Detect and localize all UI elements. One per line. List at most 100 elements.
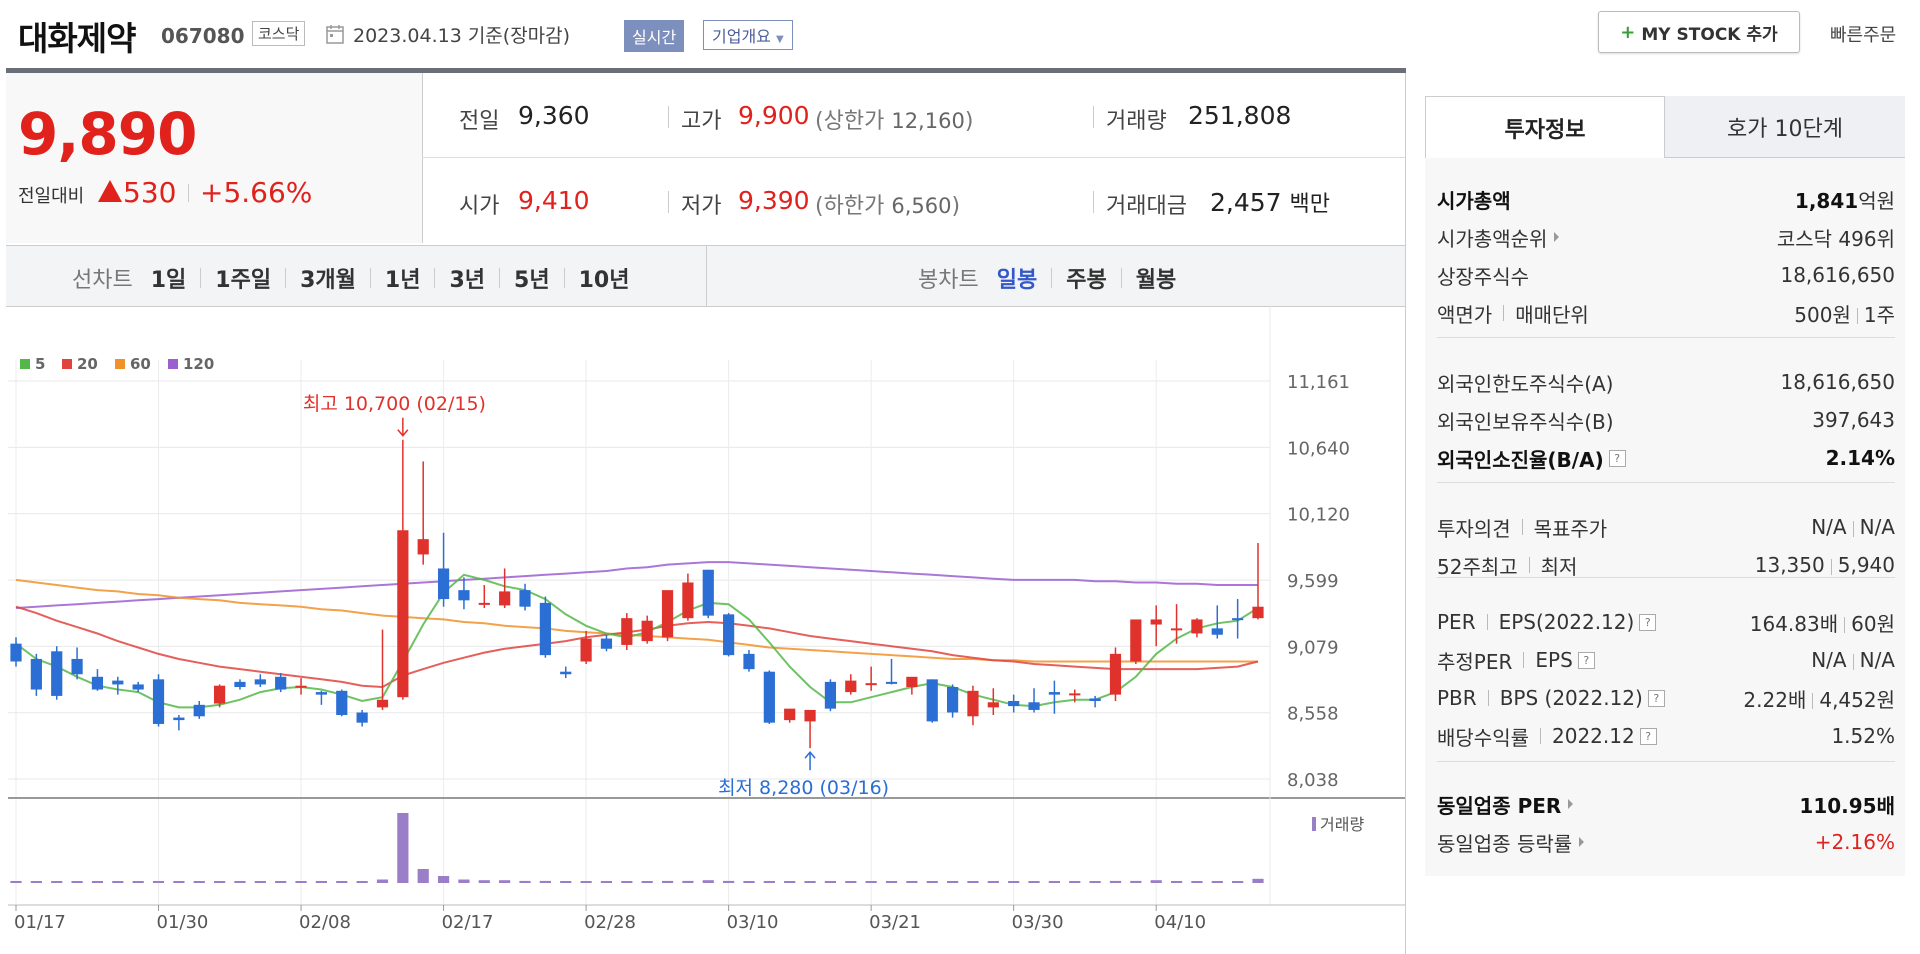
price-chart[interactable]: 5 20 60 120 11,161 10,640 10,120 9,599 9,079 8,55… (0, 305, 1406, 954)
period-item[interactable]: 3년 (449, 268, 486, 293)
candle-period-item[interactable]: 주봉 (1066, 268, 1107, 293)
candle-period-item[interactable]: 일봉 (996, 268, 1038, 293)
amount-label: 거래대금 (1106, 194, 1187, 219)
volume-bar (295, 881, 307, 883)
candle-body (1089, 698, 1101, 702)
candle-body (132, 684, 144, 690)
candle-body (1069, 693, 1081, 696)
volume-bar (173, 881, 185, 883)
tab-invest-info[interactable]: 투자정보 (1425, 96, 1665, 158)
line-chart-periods: 선차트 1일 1주일 3개월 1년 3년 5년 10년 (72, 262, 629, 294)
divider (1093, 191, 1094, 213)
invest-row-value: 18,616,650 (1780, 263, 1895, 287)
invest-row-value: 110.95배 (1799, 793, 1895, 818)
help-icon[interactable]: ? (1639, 727, 1657, 745)
candle-body (30, 658, 42, 690)
divider (1844, 617, 1846, 633)
volume-bar (1089, 881, 1101, 883)
candle-body (437, 568, 450, 600)
invest-row-value: 18,616,650 (1780, 370, 1895, 394)
candle-body (763, 671, 775, 723)
invest-row-label: PBR (1437, 686, 1477, 710)
invest-row-value2: 60원 (1851, 611, 1895, 636)
candle-body (885, 681, 898, 684)
help-icon[interactable]: ? (1577, 651, 1595, 669)
period-item[interactable]: 1주일 (215, 268, 272, 293)
arrow-right-icon[interactable] (1554, 232, 1560, 242)
realtime-button[interactable]: 실시간 (624, 20, 685, 52)
corp-overview-dropdown[interactable]: 기업개요 ▼ (703, 20, 793, 50)
help-icon[interactable]: ? (1639, 613, 1657, 631)
divider (1523, 652, 1525, 668)
candle-body (600, 638, 613, 649)
x-tick-label: 02/28 (584, 912, 636, 933)
ma-line-5 (15, 573, 1259, 709)
help-icon[interactable]: ? (1608, 449, 1626, 467)
line-chart-label: 선차트 (72, 268, 133, 293)
mystock-add-button[interactable]: + MY STOCK 추가 (1598, 11, 1800, 53)
volume-bar (10, 881, 22, 883)
legend-swatch (62, 359, 72, 369)
candle-body (967, 690, 979, 717)
legend-label: 60 (130, 355, 151, 373)
volume-bar (784, 881, 796, 883)
arrow-right-icon[interactable] (1568, 799, 1574, 809)
arrow-right-icon[interactable] (1579, 837, 1585, 847)
volume-bar (824, 881, 837, 883)
candle-body (621, 618, 633, 645)
volume-bar (621, 881, 633, 883)
volume-bar (865, 881, 877, 883)
divider (1830, 558, 1832, 575)
candle-body (906, 676, 918, 687)
candle-body (254, 679, 266, 685)
volume-bar (946, 881, 959, 883)
period-item[interactable]: 10년 (578, 268, 630, 293)
candle-body (987, 702, 999, 708)
volume-legend-label: 거래량 (1320, 815, 1364, 834)
invest-row: PER EPS(2022.12)? 164.83배 60원 (1437, 603, 1895, 641)
x-tick-label: 04/10 (1154, 912, 1206, 933)
invest-row-value: 13,350 (1754, 553, 1825, 577)
high-arrow-head (397, 429, 409, 437)
divider (1528, 557, 1530, 573)
divider (285, 268, 287, 288)
candle-body (519, 590, 531, 607)
candle-body (173, 717, 185, 721)
quick-order-button[interactable]: 빠른주문 (1830, 25, 1897, 46)
invest-row-label2: 매매단위 (1515, 302, 1589, 327)
invest-row: 외국인한도주식수(A) 18,616,650 (1437, 363, 1895, 401)
change-value: 530 (123, 176, 177, 209)
ma-line-20 (15, 605, 1259, 689)
invest-row-value: 2.14% (1825, 446, 1895, 470)
candle-body (824, 681, 837, 709)
chevron-down-icon: ▼ (775, 34, 784, 45)
volume-bar (315, 881, 328, 883)
invest-row: 52주최고 최저 13,350 5,940 (1437, 546, 1895, 584)
candle-body (723, 614, 735, 656)
divider (1437, 337, 1895, 338)
candle-period-item[interactable]: 월봉 (1135, 268, 1177, 293)
volume-bar (356, 881, 368, 883)
divider (668, 191, 669, 213)
period-item[interactable]: 3개월 (300, 268, 356, 293)
candle-body (91, 676, 104, 690)
period-item[interactable]: 5년 (514, 268, 550, 293)
divider (668, 106, 669, 128)
invest-row: 투자의견 목표주가 N/A N/A (1437, 508, 1895, 546)
volume-bar (1191, 881, 1203, 883)
help-icon[interactable]: ? (1647, 689, 1665, 707)
lower-limit: (하한가 6,560) (815, 194, 961, 219)
divider (563, 268, 565, 288)
period-item[interactable]: 1일 (150, 268, 187, 293)
divider (499, 268, 501, 288)
x-tick-label: 01/30 (157, 912, 209, 933)
divider (369, 268, 371, 288)
invest-row-value2: N/A (1859, 515, 1895, 539)
tab-hoga-10[interactable]: 호가 10단계 (1665, 96, 1905, 158)
base-date: 2023.04.13 기준(장마감) (353, 25, 571, 47)
divider (1120, 268, 1122, 288)
x-tick-label: 03/21 (869, 912, 921, 933)
y-tick-label: 8,558 (1287, 704, 1339, 725)
period-item[interactable]: 1년 (384, 268, 421, 293)
candle-chart-periods: 봉차트 일봉 주봉 월봉 (918, 262, 1176, 294)
